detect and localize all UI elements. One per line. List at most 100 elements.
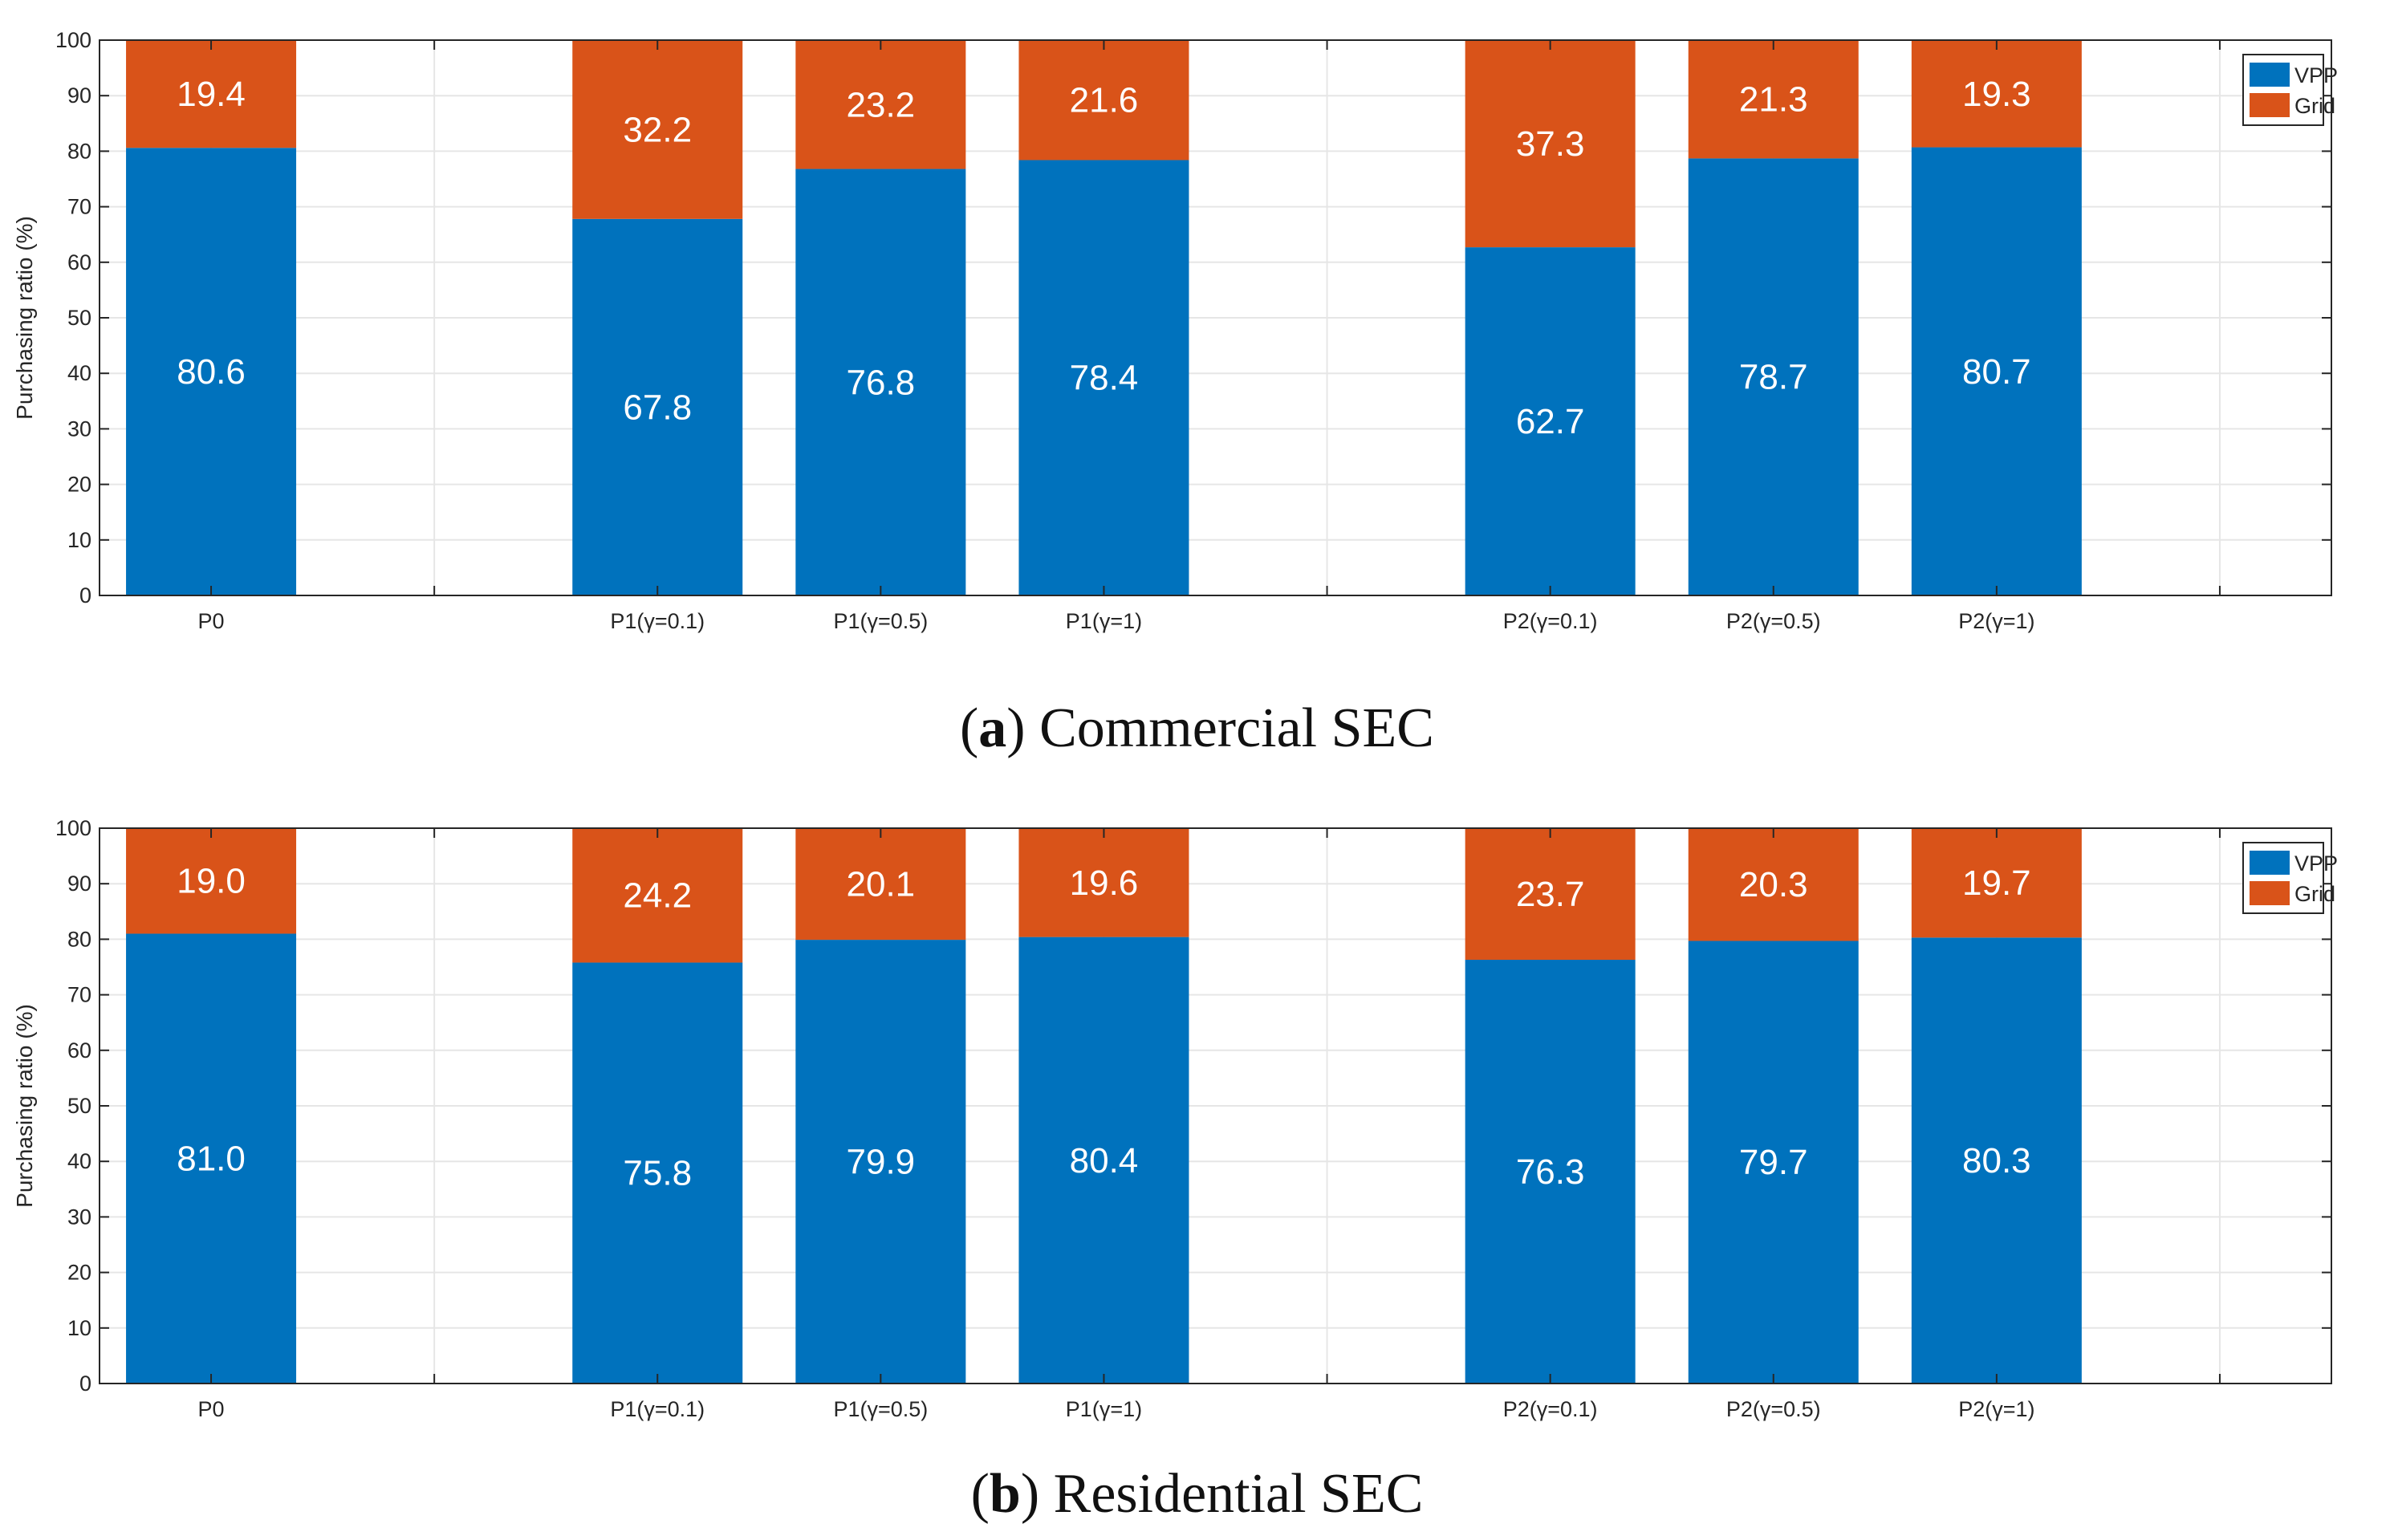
- data-label-vpp: 79.9: [847, 1143, 916, 1182]
- y-tick-label: 0: [79, 1371, 91, 1396]
- caption-text: Commercial SEC: [1039, 697, 1434, 759]
- legend-swatch: [2250, 851, 2290, 875]
- legend-label: VPP: [2294, 63, 2338, 87]
- data-label-grid: 20.3: [1739, 865, 1808, 904]
- bar-vpp: [1688, 941, 1859, 1384]
- data-label-vpp: 67.8: [623, 388, 692, 427]
- chart-panel-commercial: 80.6 19.4 67.8 32.2 76.8 23.2 78.4 21.6 62.7 37.3…: [12, 28, 2338, 633]
- bar-grid: [795, 828, 966, 941]
- x-tick-label: P2(γ=0.5): [1726, 609, 1821, 633]
- y-tick-label: 90: [67, 872, 91, 896]
- bar-vpp: [1018, 160, 1189, 596]
- data-label-grid: 19.4: [177, 75, 246, 114]
- x-tick-label: P1(γ=1): [1066, 1397, 1142, 1421]
- y-tick-label: 30: [67, 1205, 91, 1229]
- data-label-grid: 23.2: [847, 85, 916, 124]
- caption-commercial: (a) Commercial SEC: [959, 697, 1434, 759]
- data-label-grid: 24.2: [623, 876, 692, 916]
- bar-vpp: [1911, 147, 2082, 595]
- bar-grid: [1911, 828, 2082, 938]
- y-tick-label: 80: [67, 927, 91, 951]
- bar-grid: [572, 828, 743, 963]
- y-axis-label: Purchasing ratio (%): [12, 1004, 37, 1208]
- data-label-grid: 37.3: [1516, 124, 1585, 164]
- bar-vpp: [1911, 937, 2082, 1384]
- bar-vpp: [126, 933, 297, 1384]
- bar-vpp: [572, 218, 743, 595]
- x-tick-label: P0: [198, 609, 225, 633]
- legend-label: Grid: [2294, 94, 2335, 118]
- bar-grid: [1911, 40, 2082, 148]
- bar-vpp: [1688, 158, 1859, 595]
- data-label-grid: 19.7: [1962, 863, 2031, 903]
- bar-grid: [1018, 828, 1189, 937]
- y-tick-label: 0: [79, 583, 91, 607]
- bar-grid: [1018, 40, 1189, 161]
- bar-vpp: [795, 169, 966, 595]
- x-tick-label: P2(γ=0.1): [1503, 1397, 1598, 1421]
- x-tick-label: P1(γ=1): [1066, 609, 1142, 633]
- bar-grid: [572, 40, 743, 219]
- data-label-grid: 20.1: [847, 865, 916, 904]
- bar-grid: [1465, 828, 1636, 961]
- data-label-vpp: 78.4: [1070, 359, 1139, 398]
- y-tick-label: 60: [67, 250, 91, 274]
- legend-swatch: [2250, 881, 2290, 905]
- y-tick-label: 100: [55, 816, 91, 840]
- y-tick-label: 50: [67, 1094, 91, 1118]
- y-tick-label: 70: [67, 195, 91, 219]
- data-label-vpp: 76.8: [847, 363, 916, 402]
- x-tick-label: P2(γ=1): [1958, 1397, 2034, 1421]
- data-label-vpp: 80.4: [1070, 1141, 1139, 1180]
- bar-vpp: [572, 962, 743, 1384]
- y-tick-label: 20: [67, 1261, 91, 1285]
- bar-vpp: [1465, 247, 1636, 595]
- data-label-vpp: 80.6: [177, 352, 246, 392]
- x-tick-label: P1(γ=0.5): [833, 1397, 928, 1421]
- legend-swatch: [2250, 63, 2290, 87]
- data-label-vpp: 76.3: [1516, 1152, 1585, 1192]
- y-tick-label: 50: [67, 306, 91, 330]
- chart-panel-residential: 81.0 19.0 75.8 24.2 79.9 20.1 80.4 19.6 76.3 23.7…: [12, 816, 2338, 1421]
- y-tick-label: 20: [67, 473, 91, 497]
- bar-grid: [795, 40, 966, 169]
- x-tick-label: P0: [198, 1397, 225, 1421]
- data-label-grid: 32.2: [623, 110, 692, 149]
- caption-residential: (b) Residential SEC: [970, 1463, 1424, 1525]
- y-tick-label: 40: [67, 361, 91, 385]
- y-tick-label: 10: [67, 528, 91, 552]
- x-tick-label: P1(γ=0.1): [610, 1397, 705, 1421]
- y-tick-label: 90: [67, 83, 91, 108]
- data-label-vpp: 81.0: [177, 1140, 246, 1179]
- y-axis-label: Purchasing ratio (%): [12, 216, 37, 420]
- x-tick-label: P2(γ=0.1): [1503, 609, 1598, 633]
- y-tick-label: 60: [67, 1038, 91, 1063]
- legend-swatch: [2250, 93, 2290, 117]
- x-tick-label: P1(γ=0.5): [833, 609, 928, 633]
- bar-vpp: [795, 940, 966, 1384]
- data-label-grid: 19.3: [1962, 75, 2031, 114]
- y-tick-label: 100: [55, 28, 91, 52]
- caption-letter: b: [989, 1463, 1021, 1525]
- data-label-grid: 19.0: [177, 862, 246, 901]
- data-label-vpp: 80.7: [1962, 352, 2031, 392]
- caption-letter: a: [978, 697, 1007, 759]
- data-label-grid: 21.6: [1070, 81, 1139, 120]
- y-tick-label: 30: [67, 416, 91, 441]
- data-label-vpp: 80.3: [1962, 1141, 2031, 1180]
- bar-vpp: [1018, 937, 1189, 1384]
- bar-grid: [1688, 828, 1859, 941]
- x-tick-label: P1(γ=0.1): [610, 609, 705, 633]
- x-tick-label: P2(γ=0.5): [1726, 1397, 1821, 1421]
- data-label-grid: 21.3: [1739, 80, 1808, 120]
- caption-text: Residential SEC: [1053, 1463, 1424, 1525]
- data-label-vpp: 79.7: [1739, 1143, 1808, 1182]
- bar-vpp: [126, 148, 297, 596]
- y-tick-label: 70: [67, 983, 91, 1007]
- data-label-grid: 23.7: [1516, 875, 1585, 914]
- bar-grid: [1465, 40, 1636, 248]
- data-label-vpp: 75.8: [623, 1154, 692, 1193]
- legend-label: VPP: [2294, 851, 2338, 876]
- bar-grid: [126, 828, 297, 934]
